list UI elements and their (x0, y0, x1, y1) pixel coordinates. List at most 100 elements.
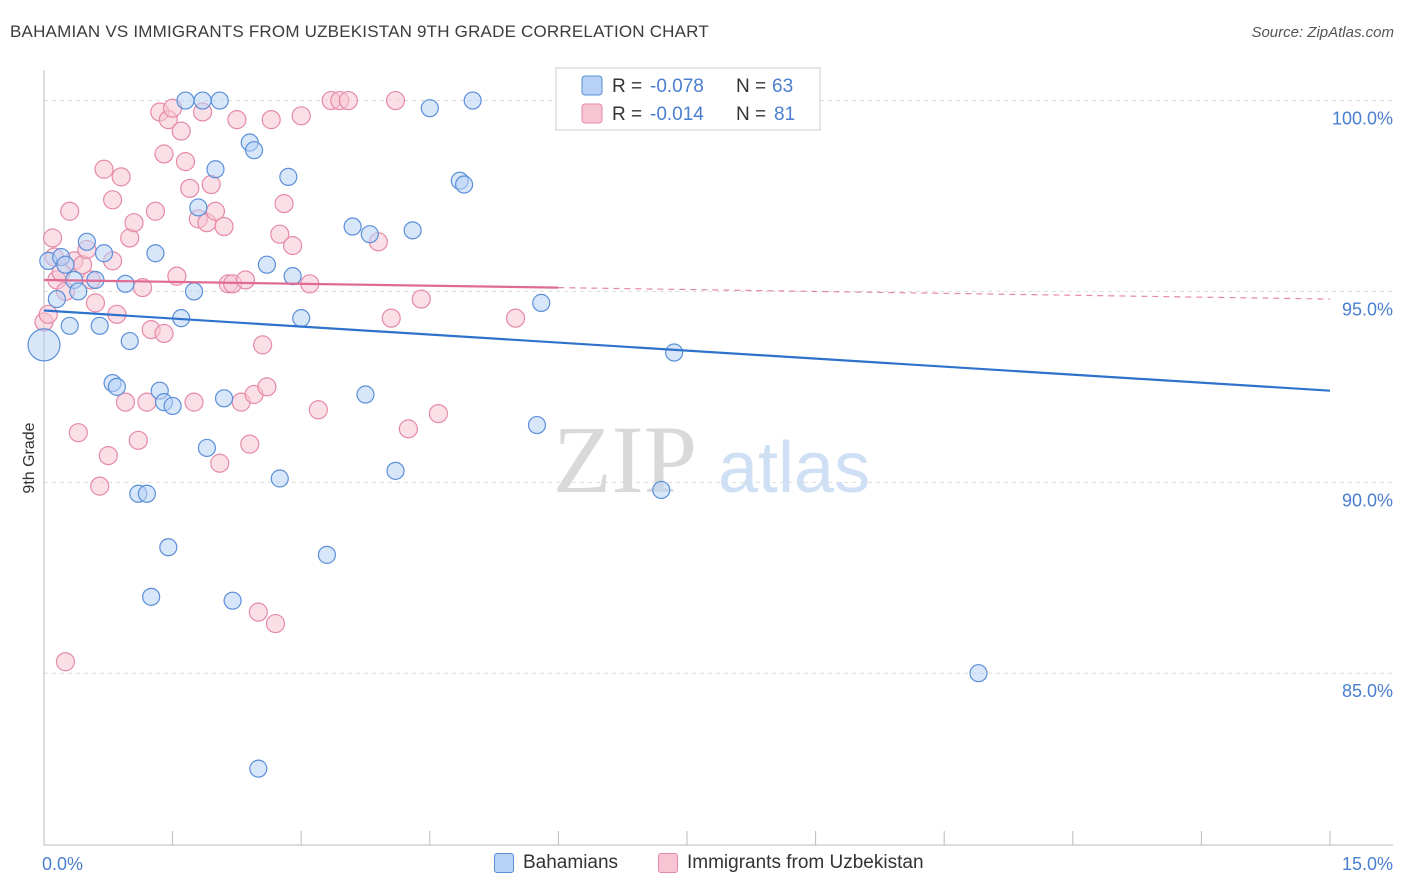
uzbekistan-point-55 (265, 613, 286, 634)
bahamian-point-33 (223, 591, 242, 610)
uzbekistan-point-22 (124, 213, 144, 233)
uzbekistan-point-71 (505, 308, 526, 328)
y-tick-label-1: 90.0% (1342, 490, 1393, 510)
bahamian-point-25 (176, 91, 195, 110)
uzbekistan-point-19 (111, 167, 131, 187)
uzbekistan-point-68 (398, 419, 418, 439)
bahamian-point-0 (27, 328, 61, 362)
uzbekistan-point-7 (60, 201, 80, 221)
uzbekistan-point-2 (42, 228, 63, 248)
bahamian-point-40 (283, 267, 302, 286)
bahamian-point-41 (292, 309, 311, 328)
bahamian-point-11 (94, 244, 114, 263)
bahamian-point-50 (454, 175, 474, 194)
bahamian-point-46 (386, 461, 405, 480)
bahamian-point-23 (163, 396, 182, 416)
uzbekistan-point-20 (115, 392, 136, 412)
uzbekistan-point-54 (261, 110, 281, 130)
uzbekistan-point-27 (145, 201, 166, 221)
uzbekistan-point-1 (38, 304, 58, 324)
uzbekistan-point-66 (381, 308, 401, 328)
uzbekistan-point-59 (291, 106, 311, 126)
x-tick-label-1: 15.0% (1342, 854, 1393, 874)
bahamian-point-36 (249, 759, 268, 778)
legend-item-uzbekistan[interactable]: Immigrants from Uzbekistan (658, 852, 924, 874)
x-tick-label-0: 0.0% (42, 854, 83, 874)
uzbekistan-point-40 (201, 174, 221, 195)
uzbekistan-point-46 (227, 110, 247, 130)
bahamian-point-19 (146, 244, 165, 263)
uzbekistan-point-70 (428, 403, 448, 424)
y-tick-label-0: 85.0% (1342, 681, 1393, 701)
stats-r-label-2: R = (612, 104, 642, 125)
bahamian-point-38 (270, 469, 289, 488)
axis-labels: 85.0% 90.0% 95.0% 100.0% 0.0% 15.0% 9th Grade (21, 109, 1393, 874)
uzbekistan-point-69 (411, 289, 431, 309)
legend-item-bahamians[interactable]: Bahamians (494, 852, 618, 874)
grid (44, 100, 1393, 674)
axes (43, 70, 1393, 846)
uzbekistan-point-53 (257, 377, 277, 397)
uzbekistan-point-23 (128, 430, 148, 450)
stats-r-value-2: -0.014 (650, 104, 704, 125)
y-tick-label-2: 95.0% (1342, 299, 1393, 319)
bahamian-point-44 (356, 385, 375, 404)
y-tick-label-3: 100.0% (1332, 109, 1393, 129)
legend-label-bahamians: Bahamians (523, 852, 619, 873)
bahamian-point-45 (360, 225, 379, 244)
source-label: Source: ZipAtlas.com (1251, 24, 1394, 41)
uzbekistan-point-33 (171, 121, 191, 141)
bahamian-point-54 (652, 480, 671, 500)
stats-n-label-2: N = (736, 104, 766, 125)
bahamian-point-39 (279, 167, 298, 186)
stats-n-value-1: 63 (772, 76, 793, 97)
uzbekistan-point-51 (248, 602, 268, 622)
bahamian-point-10 (90, 316, 109, 335)
uzbekistan-point-43 (214, 216, 234, 237)
uzbekistan-point-52 (253, 335, 273, 355)
bahamian-point-27 (189, 198, 208, 217)
bahamian-point-14 (116, 274, 135, 293)
bahamian-point-35 (244, 141, 264, 160)
stats-box: R = -0.078 N = 63 R = -0.014 N = 81 (555, 67, 821, 131)
uzbekistan-point-72 (55, 652, 76, 672)
bahamian-point-4 (56, 255, 75, 274)
uzbekistan-point-35 (180, 178, 200, 198)
stats-n-value-2: 81 (774, 104, 795, 125)
bahamian-point-42 (317, 545, 337, 564)
bahamian-point-18 (142, 587, 161, 606)
bahamian-point-15 (120, 331, 139, 351)
bahamian-point-48 (420, 99, 439, 118)
uzbekistan-point-64 (338, 90, 358, 111)
uzbekistan-point-57 (274, 194, 294, 214)
bahamian-point-57 (969, 664, 988, 683)
bahamian-point-8 (77, 232, 96, 251)
uzbekistan-point-36 (184, 392, 204, 412)
legend-swatch-blue (494, 853, 514, 873)
bahamian-point-22 (159, 538, 178, 557)
uzbekistan-point-29 (154, 144, 174, 164)
stats-r-label-1: R = (612, 76, 642, 97)
bahamian-point-52 (527, 415, 547, 435)
uzbekistan-point-49 (240, 434, 260, 454)
uzbekistan-point-61 (308, 400, 328, 420)
bahamian-point-28 (193, 91, 212, 110)
bahamian-point-29 (197, 438, 216, 458)
uzbekistan-point-67 (385, 90, 406, 111)
stats-swatch-pink (581, 103, 603, 124)
uzbekistan-point-42 (210, 453, 230, 473)
bahamian-point-31 (210, 91, 229, 110)
bahamian-point-17 (137, 484, 156, 503)
uzbekistan-point-32 (167, 266, 187, 286)
bahamian-point-32 (214, 389, 234, 408)
trend-line-uzbekistan-dashed (558, 287, 1331, 300)
series-immigrants-from-uzbekistan (34, 90, 526, 672)
stats-n-label-1: N = (736, 76, 766, 97)
bahamian-point-47 (403, 221, 422, 240)
watermark-zip: ZIP (553, 406, 697, 513)
bahamian-point-55 (665, 343, 684, 362)
uzbekistan-point-15 (94, 159, 114, 179)
bahamian-point-53 (532, 293, 551, 312)
uzbekistan-point-14 (90, 476, 110, 496)
